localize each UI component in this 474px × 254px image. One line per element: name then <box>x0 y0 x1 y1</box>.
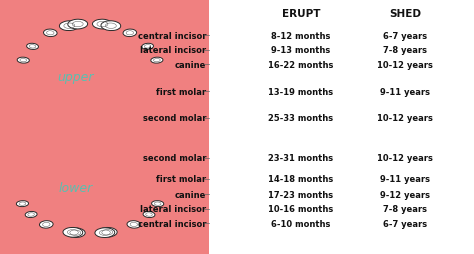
Text: 25-33 months: 25-33 months <box>268 114 334 123</box>
Ellipse shape <box>68 20 88 30</box>
Text: lateral incisor: lateral incisor <box>140 46 206 55</box>
Ellipse shape <box>39 221 53 228</box>
Text: 9-11 years: 9-11 years <box>380 87 430 97</box>
Text: 23-31 months: 23-31 months <box>268 153 334 163</box>
Ellipse shape <box>25 212 37 218</box>
Text: lateral incisor: lateral incisor <box>140 204 206 213</box>
Text: 17-23 months: 17-23 months <box>268 190 334 199</box>
Text: 9-12 years: 9-12 years <box>380 190 430 199</box>
Text: first molar: first molar <box>156 174 206 184</box>
Text: 10-12 years: 10-12 years <box>377 114 433 123</box>
Ellipse shape <box>97 228 117 237</box>
Ellipse shape <box>44 30 57 37</box>
Text: second molar: second molar <box>143 114 206 123</box>
Text: first molar: first molar <box>156 87 206 97</box>
Text: second molar: second molar <box>143 153 206 163</box>
Text: 16-22 months: 16-22 months <box>268 60 334 69</box>
Text: 7-8 years: 7-8 years <box>383 204 427 213</box>
Text: 10-16 months: 10-16 months <box>268 204 334 213</box>
Ellipse shape <box>151 58 163 64</box>
Ellipse shape <box>142 44 154 50</box>
Text: 9-13 months: 9-13 months <box>271 46 331 55</box>
Ellipse shape <box>123 30 137 37</box>
Bar <box>209 0 474 254</box>
Ellipse shape <box>101 22 121 31</box>
Ellipse shape <box>16 201 28 207</box>
Text: 7-8 years: 7-8 years <box>383 46 427 55</box>
Text: canine: canine <box>175 60 206 69</box>
Ellipse shape <box>92 20 112 30</box>
Text: 8-12 months: 8-12 months <box>271 31 331 41</box>
Text: 6-10 months: 6-10 months <box>271 219 331 228</box>
Text: canine: canine <box>175 190 206 199</box>
Text: ERUPT: ERUPT <box>282 9 320 19</box>
Ellipse shape <box>27 44 38 50</box>
Text: 10-12 years: 10-12 years <box>377 60 433 69</box>
Ellipse shape <box>127 221 141 228</box>
Text: SHED: SHED <box>389 9 421 19</box>
Ellipse shape <box>63 228 83 237</box>
Ellipse shape <box>152 201 164 207</box>
Ellipse shape <box>95 228 115 237</box>
Text: lower: lower <box>59 182 93 194</box>
Text: central incisor: central incisor <box>137 219 206 228</box>
Text: 6-7 years: 6-7 years <box>383 219 428 228</box>
Ellipse shape <box>17 58 29 64</box>
Ellipse shape <box>143 212 155 218</box>
Ellipse shape <box>65 228 85 237</box>
Text: 10-12 years: 10-12 years <box>377 153 433 163</box>
Text: 14-18 months: 14-18 months <box>268 174 334 184</box>
Text: central incisor: central incisor <box>137 31 206 41</box>
Text: upper: upper <box>57 71 94 84</box>
Ellipse shape <box>59 22 79 31</box>
Text: 9-11 years: 9-11 years <box>380 174 430 184</box>
Text: 13-19 months: 13-19 months <box>268 87 334 97</box>
Text: 6-7 years: 6-7 years <box>383 31 428 41</box>
